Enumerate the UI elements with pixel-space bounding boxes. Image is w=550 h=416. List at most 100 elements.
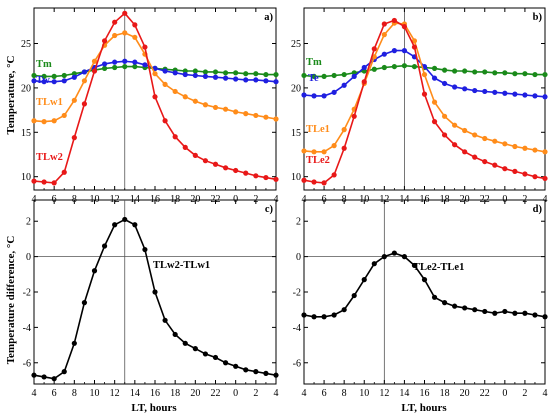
data-point — [222, 165, 229, 171]
data-point — [452, 84, 458, 90]
data-point — [31, 118, 37, 124]
data-point — [233, 70, 239, 76]
data-point — [492, 70, 498, 76]
data-point — [411, 63, 418, 70]
data-point — [401, 63, 408, 69]
data-point — [243, 111, 249, 117]
panel-frame — [303, 199, 546, 385]
data-point — [162, 118, 168, 124]
data-point — [472, 69, 478, 75]
data-point — [81, 78, 88, 84]
data-point — [152, 94, 158, 100]
x-axis-title-left: LT, hours — [131, 402, 177, 414]
data-point — [512, 143, 518, 150]
data-point — [431, 65, 438, 71]
data-point — [341, 82, 347, 88]
data-point — [532, 93, 538, 99]
data-point — [301, 312, 307, 318]
y-tick-label: 20 — [291, 83, 301, 94]
y-axis-title-top: Temperature, °C — [5, 55, 17, 134]
panels: 4 6 8 10 12 14 16 18 20 22 0 2 410152025a)TmTwTLw1TL… — [21, 7, 548, 399]
difference-annotation: TLe2-TLe1 — [413, 262, 464, 273]
data-point — [381, 51, 387, 57]
data-point — [371, 66, 377, 72]
x-tick-label: 18 — [440, 388, 450, 399]
x-tick-label: 12 — [110, 388, 120, 399]
data-point — [212, 104, 219, 111]
data-point — [71, 74, 77, 80]
data-point — [233, 363, 239, 369]
data-point — [243, 170, 249, 176]
data-point — [51, 180, 57, 186]
data-point — [502, 90, 508, 96]
data-point — [192, 152, 198, 158]
data-point — [233, 76, 239, 82]
data-point — [421, 91, 428, 97]
y-tick-label: 0 — [26, 252, 31, 263]
panel-b: 4 6 8 10 12 14 16 18 20 22 0 2 410152025b)TmTeTLe1TL… — [291, 7, 548, 205]
y-tick-label: 0 — [296, 252, 301, 263]
data-point — [391, 63, 397, 70]
x-tick-label: 8 — [72, 388, 77, 399]
data-point — [502, 166, 508, 172]
data-point — [132, 222, 138, 228]
data-point — [273, 116, 279, 122]
data-point — [122, 58, 128, 64]
data-point — [31, 372, 37, 378]
data-point — [462, 127, 468, 134]
data-point — [351, 113, 357, 119]
series-label: TLe1 — [306, 124, 330, 135]
y-tick-label: 25 — [291, 39, 301, 50]
series-line — [33, 218, 277, 380]
data-point — [51, 376, 57, 382]
data-point — [452, 122, 458, 128]
data-point — [512, 91, 518, 97]
data-point — [41, 179, 47, 185]
panel-a: 4 6 8 10 12 14 16 18 20 22 0 2 410152025a)TmTwTLw1TL… — [21, 7, 279, 205]
data-point — [512, 168, 518, 174]
data-point — [263, 71, 269, 78]
data-point — [243, 71, 249, 77]
data-point — [391, 250, 397, 256]
data-point — [351, 73, 357, 79]
panel-tag: c) — [265, 204, 274, 215]
x-tick-label: 16 — [150, 388, 160, 399]
data-point — [522, 171, 528, 177]
data-point — [421, 277, 428, 283]
data-point — [212, 161, 219, 167]
data-point — [331, 89, 337, 95]
series-label: Te — [308, 73, 319, 84]
data-point — [152, 289, 158, 295]
data-point — [542, 314, 548, 320]
data-point — [101, 38, 108, 44]
series-label: Tw — [36, 75, 50, 86]
data-point — [431, 75, 438, 81]
y-axis-title-bottom: Temperature difference, °C — [5, 236, 17, 365]
x-tick-label: 14 — [399, 388, 409, 399]
data-point — [91, 268, 98, 274]
data-point — [31, 178, 37, 184]
data-point — [321, 93, 327, 99]
data-point — [331, 72, 337, 79]
data-point — [71, 97, 77, 103]
panel-tag: a) — [264, 12, 273, 23]
data-point — [341, 307, 347, 313]
data-point — [351, 292, 357, 299]
y-tick-label: -2 — [23, 288, 31, 299]
y-tick-label: 25 — [21, 39, 31, 50]
data-point — [492, 310, 498, 316]
data-point — [212, 74, 219, 80]
data-point — [311, 149, 317, 155]
data-point — [132, 59, 138, 65]
data-point — [132, 34, 138, 40]
series-TLw2: TLw2 — [31, 10, 279, 186]
panel-frame — [303, 7, 546, 191]
data-point — [162, 68, 168, 74]
x-tick-label: 6 — [52, 388, 57, 399]
data-point — [492, 162, 498, 168]
x-tick-label: 4 — [32, 388, 37, 399]
x-tick-label: 12 — [379, 388, 389, 399]
data-point — [522, 71, 528, 77]
data-point — [192, 98, 198, 104]
panel-c: 4 6 8 10 12 14 16 18 20 22 0 2 4 -6 -4 -2 0 2 c) TLw2-TLw1 — [23, 199, 279, 399]
